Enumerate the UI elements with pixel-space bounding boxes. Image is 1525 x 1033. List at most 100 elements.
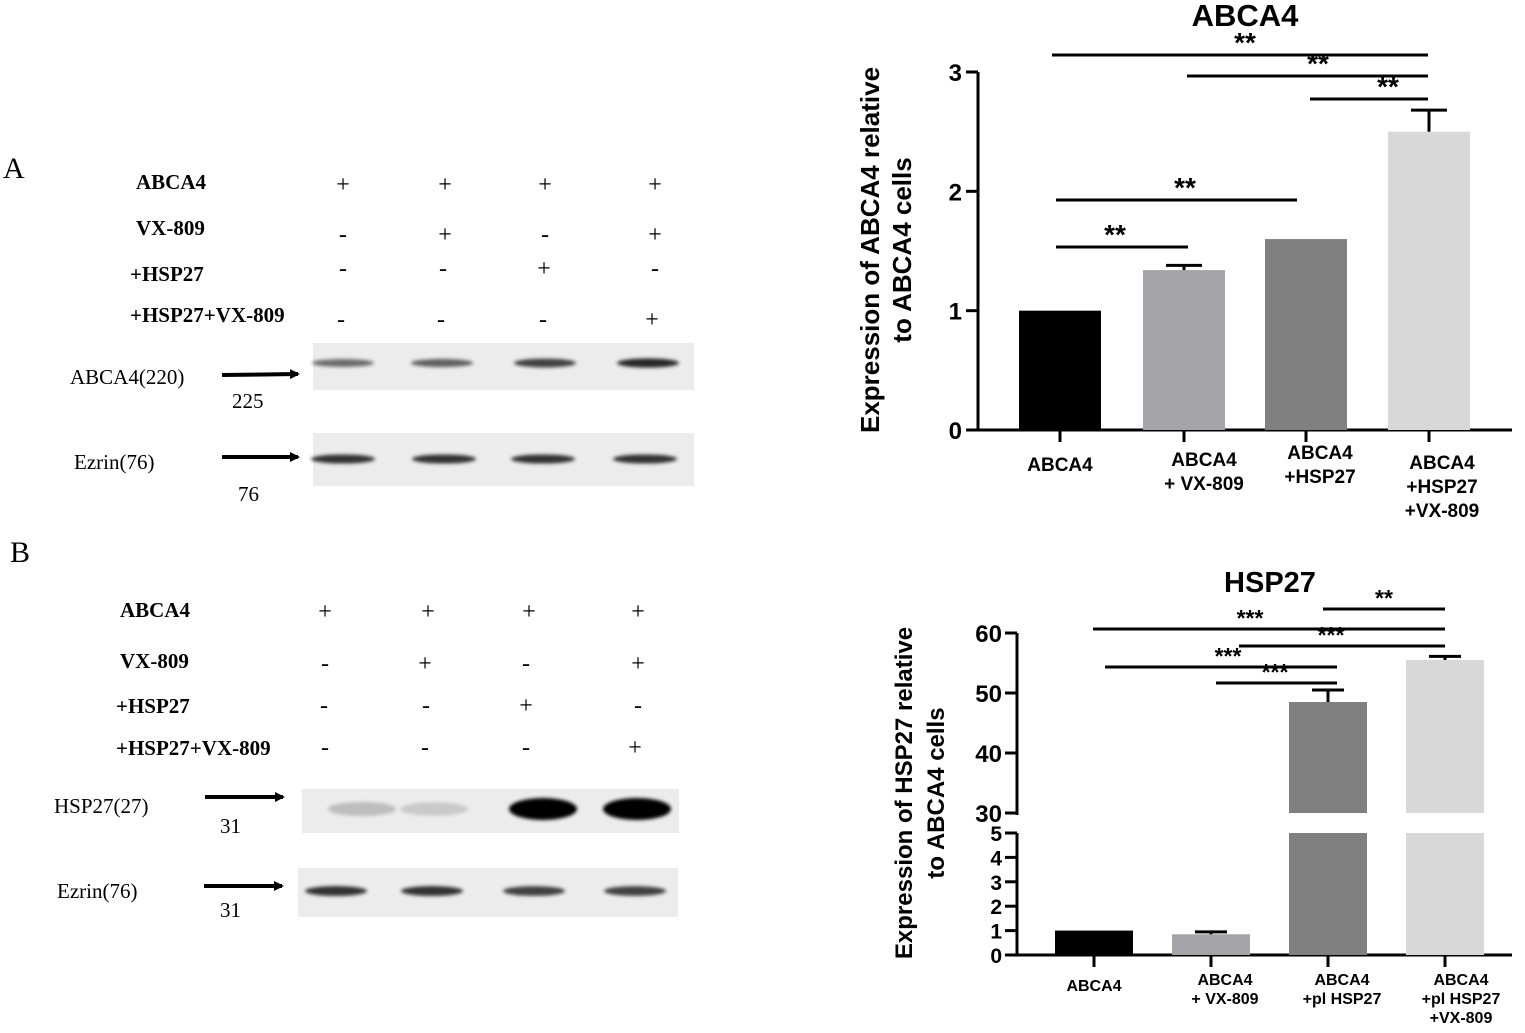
blot-label: HSP27(27): [54, 794, 149, 818]
condition-sign: +: [522, 599, 536, 625]
blot-band: [412, 454, 476, 464]
x-tick-label-line: ABCA4: [1066, 978, 1121, 995]
y-tick-label: 5: [990, 823, 1002, 846]
significance-label: **: [1174, 172, 1196, 203]
condition-sign: +: [631, 651, 645, 677]
significance-label: ***: [1262, 659, 1289, 685]
significance-label: ***: [1215, 643, 1242, 669]
x-tick-label-line: ABCA4: [1197, 972, 1252, 989]
condition-sign: +: [628, 735, 642, 761]
condition-sign: -: [422, 693, 430, 719]
condition-sign: -: [522, 651, 530, 677]
significance-label: **: [1375, 585, 1393, 611]
condition-sign: -: [634, 693, 642, 719]
blot-band: [603, 798, 671, 820]
chart-hsp27: HSP27 Expression of HSP27 relative to ABC…: [891, 567, 1512, 1027]
blot-band: [411, 358, 473, 368]
panel-b: B ABCA4 VX-809 +HSP27 +HSP27+VX-809 + + …: [10, 536, 679, 922]
bar-lower-segment: [1289, 833, 1367, 955]
y-tick-label: 1: [990, 921, 1002, 944]
y-axis-label-line: Expression of HSP27 relative: [891, 627, 918, 959]
condition-label: +HSP27: [116, 694, 190, 718]
panel-b-letter: B: [10, 536, 30, 569]
blot-marker: 225: [232, 389, 264, 413]
condition-label: +HSP27+VX-809: [116, 736, 271, 760]
condition-sign: +: [318, 599, 332, 625]
significance-label: **: [1377, 71, 1399, 102]
blot-band: [511, 454, 575, 464]
blot-band: [509, 798, 577, 820]
condition-sign: +: [438, 172, 452, 198]
condition-sign: -: [421, 735, 429, 761]
significance-label: **: [1307, 48, 1329, 79]
y-tick-label: 40: [975, 741, 1002, 768]
significance-label: **: [1104, 219, 1126, 250]
panel-a-conditions: ABCA4 VX-809 +HSP27 +HSP27+VX-809 + + + …: [130, 170, 662, 333]
blot-band: [613, 454, 677, 464]
bar: [1019, 310, 1101, 430]
x-tick-label: ABCA4 +HSP27 +VX-809: [1405, 453, 1479, 522]
bar: [1406, 660, 1484, 813]
blot-band: [311, 454, 375, 464]
y-tick-label: 2: [949, 179, 962, 206]
panel-b-conditions: ABCA4 VX-809 +HSP27 +HSP27+VX-809 + + + …: [116, 598, 645, 761]
y-axis-label: Expression of ABCA4 relativeto ABCA4 cel…: [855, 67, 917, 433]
condition-sign: -: [522, 735, 530, 761]
condition-sign: +: [645, 307, 659, 333]
y-tick-label: 60: [975, 621, 1002, 648]
x-tick-label-line: ABCA4: [1433, 972, 1488, 989]
blot-band: [604, 886, 666, 896]
condition-sign: +: [519, 693, 533, 719]
blot-marker: 76: [238, 482, 259, 506]
blot-band: [400, 802, 468, 816]
significance-label: ***: [1318, 622, 1345, 648]
y-axis-label-line: to ABCA4 cells: [923, 707, 950, 878]
blot-band: [503, 886, 565, 896]
condition-sign: -: [339, 256, 347, 282]
x-tick-label-line: +VX-809: [1430, 1010, 1493, 1027]
y-tick-label: 0: [990, 945, 1002, 968]
bar: [1388, 131, 1470, 430]
x-tick-label: ABCA4 + VX-809: [1191, 972, 1258, 1008]
blot-arrow: [221, 369, 300, 380]
chart-title: ABCA4: [1192, 0, 1300, 33]
blot-band: [305, 885, 367, 897]
condition-label: VX-809: [136, 216, 205, 240]
condition-sign: -: [651, 256, 659, 282]
condition-sign: -: [539, 307, 547, 333]
condition-sign: +: [336, 172, 350, 198]
condition-sign: +: [438, 222, 452, 248]
condition-sign: +: [537, 256, 551, 282]
condition-label: +HSP27+VX-809: [130, 303, 285, 327]
condition-label: ABCA4: [120, 598, 191, 622]
condition-sign: +: [631, 599, 645, 625]
condition-sign: -: [321, 735, 329, 761]
blot-marker: 31: [220, 898, 241, 922]
blot-label: Ezrin(76): [74, 450, 154, 474]
panel-a: A ABCA4 VX-809 +HSP27 +HSP27+VX-809 + + …: [3, 152, 694, 506]
condition-sign: +: [418, 651, 432, 677]
blot-band: [617, 358, 679, 368]
blot-label: ABCA4(220): [70, 365, 184, 389]
significance-label: ***: [1237, 605, 1264, 631]
x-tick-label-line: +pl HSP27: [1422, 991, 1501, 1008]
bar: [1143, 270, 1225, 430]
condition-sign: +: [421, 599, 435, 625]
condition-sign: +: [538, 172, 552, 198]
blot-band: [401, 885, 463, 897]
x-tick-label-line: ABCA4: [1409, 453, 1475, 474]
condition-sign: -: [439, 256, 447, 282]
blot-abca4: ABCA4(220) 225: [70, 343, 694, 413]
blot-band: [514, 358, 576, 368]
y-tick-label: 0: [949, 418, 962, 445]
x-tick-label-line: +HSP27: [1406, 477, 1477, 498]
blot-band: [312, 359, 374, 367]
y-tick-label: 1: [949, 299, 962, 326]
condition-label: ABCA4: [136, 170, 207, 194]
condition-sign: -: [320, 693, 328, 719]
x-tick-label: ABCA4 +HSP27: [1284, 443, 1355, 488]
bar: [1289, 702, 1367, 813]
x-tick-label: ABCA4 +pl HSP27 +VX-809: [1422, 972, 1501, 1027]
condition-label: VX-809: [120, 649, 189, 673]
